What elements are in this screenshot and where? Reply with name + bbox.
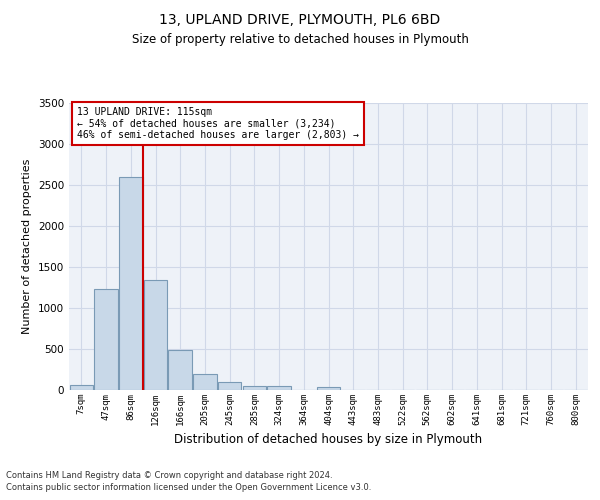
X-axis label: Distribution of detached houses by size in Plymouth: Distribution of detached houses by size … — [175, 434, 482, 446]
Bar — [119, 178, 143, 390]
Bar — [169, 350, 192, 390]
Bar — [70, 385, 93, 390]
Bar — [242, 386, 266, 390]
Bar — [317, 386, 340, 390]
Y-axis label: Number of detached properties: Number of detached properties — [22, 158, 32, 334]
Bar — [144, 280, 167, 390]
Bar — [218, 382, 241, 390]
Text: Size of property relative to detached houses in Plymouth: Size of property relative to detached ho… — [131, 32, 469, 46]
Text: Contains public sector information licensed under the Open Government Licence v3: Contains public sector information licen… — [6, 484, 371, 492]
Text: 13, UPLAND DRIVE, PLYMOUTH, PL6 6BD: 13, UPLAND DRIVE, PLYMOUTH, PL6 6BD — [160, 12, 440, 26]
Text: 13 UPLAND DRIVE: 115sqm
← 54% of detached houses are smaller (3,234)
46% of semi: 13 UPLAND DRIVE: 115sqm ← 54% of detache… — [77, 107, 359, 140]
Bar — [268, 386, 291, 390]
Text: Contains HM Land Registry data © Crown copyright and database right 2024.: Contains HM Land Registry data © Crown c… — [6, 471, 332, 480]
Bar — [94, 289, 118, 390]
Bar — [193, 374, 217, 390]
